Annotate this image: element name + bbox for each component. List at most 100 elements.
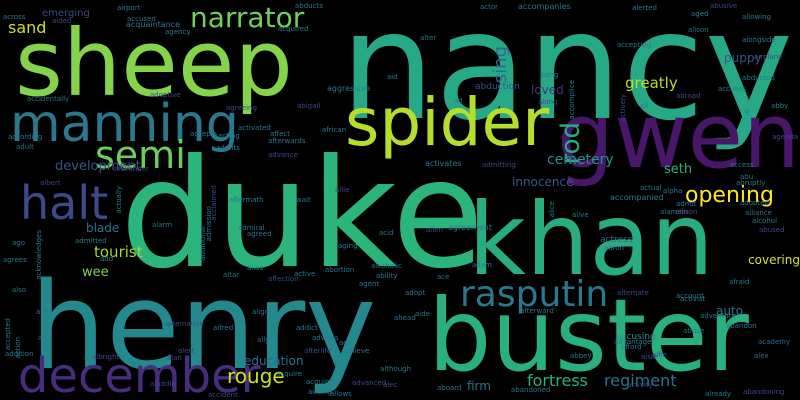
word-achieve: achieve [342, 347, 370, 355]
word-abroad: abroad [676, 92, 701, 100]
word-manning: manning [10, 94, 239, 154]
word-actual: actual [640, 184, 662, 192]
word-act: act [339, 339, 350, 347]
word-acting: acting [218, 132, 240, 140]
word-aid: aid [387, 73, 398, 81]
word-accusing: accusing [616, 332, 656, 342]
word-across: across [3, 13, 26, 21]
word-activated: activated [238, 124, 271, 132]
word-accepts: accepts [190, 130, 218, 138]
word-along: along [538, 98, 558, 106]
word-agreement: agreement [448, 223, 492, 232]
word-acquired: acquired [278, 25, 309, 33]
word-ago: ago [12, 239, 26, 247]
word-actually: actually [115, 186, 123, 214]
word-blade: blade [86, 221, 120, 235]
word-adam: adam [472, 261, 492, 269]
word-alamein: alamein [660, 208, 689, 216]
word-admitting: admitting [482, 161, 516, 169]
word-covering: covering [748, 253, 800, 267]
word-afterwards: afterwards [268, 137, 306, 145]
word-alpha: alpha [663, 187, 683, 195]
word-khan: khan [468, 181, 714, 298]
word-alien: alien [426, 226, 443, 234]
word-agreed: agreed [247, 230, 272, 238]
word-ace: ace [437, 273, 450, 281]
word-semi: semi [95, 133, 186, 177]
word-adopted: adopted [740, 199, 769, 207]
word-affection: affection [268, 275, 299, 283]
word-activates: activates [425, 159, 462, 168]
word-accident: accident [208, 391, 238, 399]
word-accepted: accepted [4, 318, 12, 351]
word-adding: adding [308, 388, 333, 396]
word-adult: adult [16, 143, 34, 151]
word-abandoning: abandoning [743, 388, 785, 396]
word-ahead: ahead [394, 314, 416, 322]
word-accuses: accuses [718, 85, 747, 93]
word-allowing: allowing [742, 13, 772, 21]
word-adoptive: adoptive [150, 91, 181, 99]
word-halt: halt [20, 176, 109, 230]
word-wait: wait [296, 196, 311, 204]
word-alternative: alternative [166, 320, 204, 328]
word-activist: activist [680, 295, 706, 303]
word-afterward: afterward [520, 307, 554, 315]
word-aladdin: aladdin [150, 380, 176, 388]
word-spider: spider [345, 84, 550, 161]
word-aboard: aboard [437, 384, 462, 392]
word-alter: alter [420, 34, 437, 42]
word-accused: accused [127, 15, 156, 23]
word-abusive: abusive [710, 2, 738, 10]
word-greatly: greatly [625, 74, 678, 92]
word-abuse: abuse [683, 327, 705, 335]
word-admitted: admitted [75, 237, 107, 245]
word-accidentally: accidentally [27, 95, 70, 103]
word-alley: alley [36, 308, 53, 316]
word-abduction: abduction [475, 82, 520, 92]
word-abbey: abbey [570, 352, 592, 360]
word-duke: duke [120, 128, 485, 302]
word-ail: ail [640, 102, 649, 110]
word-accompanied: accompanied [610, 193, 664, 202]
word-aggressive: aggressive [327, 84, 371, 93]
word-alert: alert [178, 347, 195, 355]
word-education: education [244, 354, 304, 368]
word-alliance: alliance [745, 209, 773, 217]
word-cemetery: cemetery [547, 152, 614, 168]
word-align: align [252, 308, 270, 316]
word-alfred: alfred [213, 324, 234, 332]
word-nancy: nancy [340, 0, 794, 154]
word-allows: allows [330, 390, 352, 398]
word-henry: henry [30, 258, 377, 397]
word-agreeing: agreeing [226, 104, 257, 112]
word-accomplice: accomplice [568, 80, 576, 120]
word-ah: ah [38, 334, 47, 342]
word-fortress: fortress [527, 371, 589, 390]
word-abu: abu [740, 173, 754, 181]
word-aang: aang [541, 71, 559, 79]
word-admits: admits [216, 144, 240, 152]
word-actively: actively [619, 94, 627, 122]
word-aged: aged [691, 10, 709, 18]
word-abducted: abducted [742, 74, 775, 82]
word-allison: allison [675, 208, 698, 216]
word-altar: altar [223, 271, 240, 279]
word-sand: sand [8, 18, 47, 37]
word-acclaimed: acclaimed [210, 185, 218, 221]
word-admit: admit [676, 200, 697, 208]
word-account: account [676, 292, 704, 300]
word-gwen: gwen [556, 84, 800, 189]
word-tourist: tourist [94, 243, 143, 261]
word-emerging: emerging [42, 8, 90, 19]
word-alias: alias [247, 264, 264, 272]
word-addition: addition [5, 350, 34, 358]
word-airport: airport [117, 4, 141, 12]
word-allie: allie [335, 186, 350, 194]
word-auto: auto [716, 304, 744, 318]
word-alfie: alfie [652, 351, 667, 359]
word-seth: seth [664, 162, 693, 177]
word-abused: abused [759, 226, 785, 234]
word-also: also [12, 286, 27, 294]
word-buster: buster [428, 277, 749, 394]
